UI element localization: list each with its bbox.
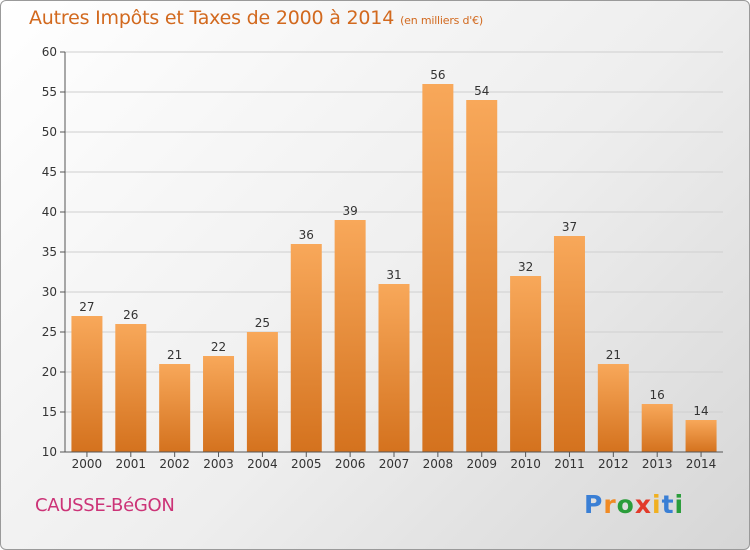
data-label-2012: 21 bbox=[606, 348, 621, 362]
y-tick-label-25: 25 bbox=[42, 325, 57, 339]
data-label-2014: 14 bbox=[693, 404, 708, 418]
logo-letter: r bbox=[603, 490, 617, 519]
y-tick-label-45: 45 bbox=[42, 165, 57, 179]
bars: 27 26 21 22 25 36 39 31 56 54 32 37 21 16 14 bbox=[71, 68, 717, 452]
bar-2009 bbox=[466, 100, 498, 452]
bar-2003 bbox=[203, 356, 235, 452]
data-label-2006: 39 bbox=[342, 204, 357, 218]
axes: 10 15 20 25 30 35 40 45 50 55 60 2000 2001 2002 2003 20… bbox=[42, 45, 723, 471]
data-label-2002: 21 bbox=[167, 348, 182, 362]
x-tick-label-2007: 2007 bbox=[379, 457, 410, 471]
bar-2006 bbox=[334, 220, 366, 452]
logo-letter: o bbox=[616, 490, 635, 519]
data-label-2001: 26 bbox=[123, 308, 138, 322]
chart-title: Autres Impôts et Taxes de 2000 à 2014 (en… bbox=[29, 7, 483, 29]
data-label-2008: 56 bbox=[430, 68, 445, 82]
bar-2002 bbox=[159, 364, 191, 452]
x-tick-label-2012: 2012 bbox=[598, 457, 629, 471]
x-tick-label-2006: 2006 bbox=[335, 457, 366, 471]
data-label-2007: 31 bbox=[386, 268, 401, 282]
x-tick-label-2001: 2001 bbox=[116, 457, 147, 471]
bar-2001 bbox=[115, 324, 147, 452]
y-tick-label-50: 50 bbox=[42, 125, 57, 139]
data-label-2000: 27 bbox=[79, 300, 94, 314]
x-tick-label-2008: 2008 bbox=[423, 457, 454, 471]
bar-2008 bbox=[422, 84, 454, 452]
bar-2012 bbox=[597, 364, 629, 452]
y-tick-label-10: 10 bbox=[42, 445, 57, 459]
x-tick-label-2005: 2005 bbox=[291, 457, 322, 471]
x-tick-label-2013: 2013 bbox=[642, 457, 673, 471]
bar-2007 bbox=[378, 284, 410, 452]
logo-letter: t bbox=[661, 490, 675, 519]
chart-title-text: Autres Impôts et Taxes de 2000 à 2014 bbox=[29, 7, 395, 29]
logo-letter: x bbox=[634, 490, 652, 519]
data-label-2010: 32 bbox=[518, 260, 533, 274]
y-tick-label-55: 55 bbox=[42, 85, 57, 99]
y-tick-label-20: 20 bbox=[42, 365, 57, 379]
x-tick-label-2011: 2011 bbox=[554, 457, 585, 471]
x-tick-label-2000: 2000 bbox=[72, 457, 103, 471]
x-tick-label-2009: 2009 bbox=[466, 457, 497, 471]
x-tick-label-2003: 2003 bbox=[203, 457, 234, 471]
x-tick-label-2014: 2014 bbox=[686, 457, 717, 471]
logo-letter: P bbox=[584, 490, 604, 519]
data-label-2009: 54 bbox=[474, 84, 489, 98]
bar-2004 bbox=[246, 332, 278, 452]
logo-letter: i bbox=[652, 490, 662, 519]
data-label-2013: 16 bbox=[650, 388, 665, 402]
proxiti-logo[interactable]: Proxiti bbox=[584, 490, 684, 519]
y-tick-label-35: 35 bbox=[42, 245, 57, 259]
x-tick-label-2010: 2010 bbox=[510, 457, 541, 471]
x-tick-label-2002: 2002 bbox=[159, 457, 190, 471]
bar-2013 bbox=[641, 404, 673, 452]
logo-letter: i bbox=[674, 490, 685, 519]
bar-2011 bbox=[553, 236, 585, 452]
data-label-2005: 36 bbox=[299, 228, 314, 242]
data-label-2011: 37 bbox=[562, 220, 577, 234]
commune-name: CAUSSE-BéGON bbox=[35, 495, 175, 516]
y-tick-label-60: 60 bbox=[42, 45, 57, 59]
bar-2014 bbox=[685, 420, 717, 452]
bar-2000 bbox=[71, 316, 103, 452]
data-label-2003: 22 bbox=[211, 340, 226, 354]
y-tick-label-40: 40 bbox=[42, 205, 57, 219]
data-label-2004: 25 bbox=[255, 316, 270, 330]
chart-unit: (en milliers d'€) bbox=[400, 14, 483, 27]
bar-2005 bbox=[290, 244, 322, 452]
x-tick-label-2004: 2004 bbox=[247, 457, 278, 471]
bar-2010 bbox=[510, 276, 542, 452]
y-tick-label-15: 15 bbox=[42, 405, 57, 419]
y-tick-label-30: 30 bbox=[42, 285, 57, 299]
